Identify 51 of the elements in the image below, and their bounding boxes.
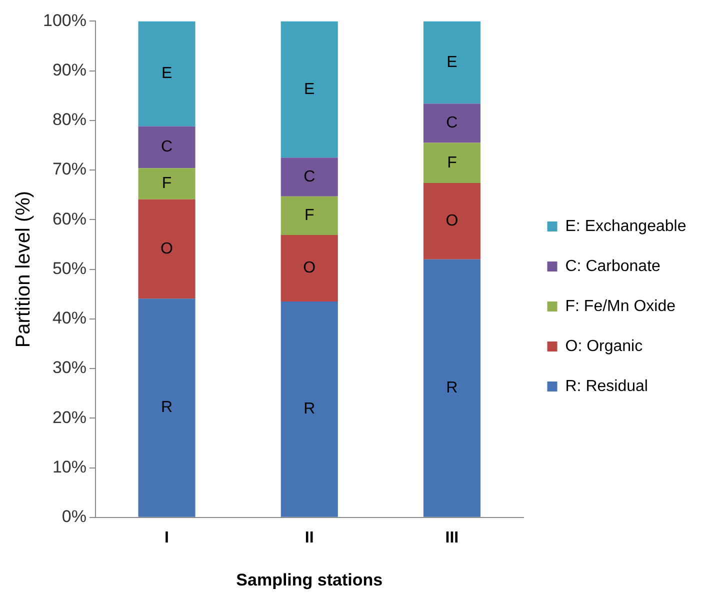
bar bbox=[138, 168, 196, 200]
bar bbox=[423, 142, 480, 183]
data-label: F bbox=[162, 175, 172, 192]
bar bbox=[138, 298, 196, 517]
legend-label: F: Fe/Mn Oxide bbox=[565, 298, 676, 315]
y-tick-label: 70% bbox=[52, 160, 86, 179]
data-label: F bbox=[447, 154, 458, 172]
data-label: E bbox=[161, 65, 172, 82]
bar bbox=[138, 199, 196, 299]
bar bbox=[423, 259, 480, 517]
data-label: O bbox=[303, 260, 316, 277]
data-label: E bbox=[304, 80, 315, 98]
legend-label: C: Carbonate bbox=[565, 258, 661, 275]
x-tick-label: III bbox=[445, 529, 459, 546]
data-label: O bbox=[446, 212, 458, 230]
y-tick-label: 60% bbox=[52, 209, 86, 228]
data-label: F bbox=[304, 207, 314, 224]
y-tick-label: 90% bbox=[52, 60, 86, 80]
data-label: C bbox=[160, 138, 173, 156]
data-label: O bbox=[160, 240, 173, 258]
data-label: E bbox=[446, 54, 458, 71]
legend-label: O: Organic bbox=[565, 338, 643, 355]
y-tick-label: 0% bbox=[62, 507, 86, 526]
bar bbox=[280, 158, 338, 196]
data-label: R bbox=[304, 400, 316, 418]
y-tick-label: 30% bbox=[52, 358, 86, 378]
x-tick-label: I bbox=[164, 529, 169, 546]
legend-label: R: Residual bbox=[565, 378, 648, 395]
bar bbox=[423, 21, 480, 104]
bar bbox=[423, 104, 480, 143]
bar bbox=[138, 126, 196, 168]
x-tick-label: II bbox=[304, 529, 314, 546]
legend-label: E: Exchangeable bbox=[565, 218, 686, 235]
bar bbox=[280, 235, 338, 302]
y-tick-label: 40% bbox=[52, 308, 86, 328]
data-label: C bbox=[304, 168, 316, 186]
bar bbox=[280, 302, 338, 517]
x-axis-title: Sampling stations bbox=[236, 570, 383, 590]
data-label: R bbox=[160, 399, 173, 416]
y-tick-label: 80% bbox=[52, 110, 86, 130]
bar bbox=[280, 21, 338, 158]
data-label: C bbox=[446, 114, 458, 132]
bar bbox=[423, 182, 480, 260]
y-tick-label: 100% bbox=[42, 10, 86, 30]
y-tick-label: 10% bbox=[52, 457, 86, 476]
y-axis-title: Partition level (%) bbox=[12, 190, 35, 348]
y-tick-label: 50% bbox=[52, 258, 86, 278]
bar bbox=[138, 21, 196, 126]
data-label: R bbox=[446, 380, 458, 397]
y-tick-label: 20% bbox=[52, 408, 86, 427]
bar bbox=[280, 196, 338, 236]
